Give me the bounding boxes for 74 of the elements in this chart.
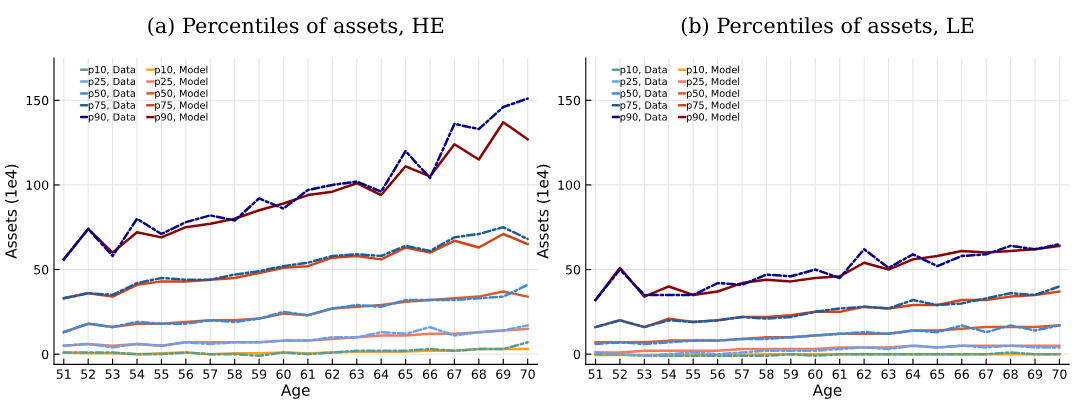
y-axis-title: Assets (1e4) xyxy=(4,164,19,259)
y-tick-label: 100 xyxy=(558,180,581,190)
x-tick-label: 66 xyxy=(954,369,969,379)
x-tick-label: 64 xyxy=(905,369,921,379)
legend-label: p10, Data xyxy=(620,65,667,76)
x-tick-label: 67 xyxy=(979,369,994,379)
x-tick-label: 52 xyxy=(81,369,95,379)
x-tick-label: 55 xyxy=(686,369,701,379)
legend-label: p25, Model xyxy=(686,77,740,87)
chart-title: (b) Percentiles of assets, LE xyxy=(681,17,974,37)
y-tick-label: 0 xyxy=(573,349,581,360)
legend-label: p10, Model xyxy=(686,65,740,76)
y-tick-label: 150 xyxy=(26,95,49,106)
x-tick-label: 59 xyxy=(252,369,267,379)
x-tick-label: 63 xyxy=(349,369,364,379)
x-tick-label: 51 xyxy=(588,369,603,379)
x-tick-label: 69 xyxy=(1027,369,1043,379)
legend-label: p90, Model xyxy=(686,113,740,123)
x-tick-label: 54 xyxy=(661,369,677,379)
x-tick-label: 66 xyxy=(422,369,438,379)
x-tick-label: 65 xyxy=(930,369,945,379)
x-tick-label: 55 xyxy=(154,369,169,379)
legend-label: p50, Data xyxy=(88,89,135,99)
x-tick-label: 58 xyxy=(227,369,242,379)
legend-label: p10, Model xyxy=(155,65,208,76)
legend-label: p25, Data xyxy=(88,77,135,87)
x-axis-title: Age xyxy=(812,384,842,399)
x-tick-label: 54 xyxy=(130,369,145,379)
legend-label: p75, Model xyxy=(686,101,740,111)
legend-label: p50, Data xyxy=(620,89,667,99)
y-tick-label: 150 xyxy=(558,95,581,106)
legend-label: p75, Data xyxy=(88,101,135,111)
chart-title: (a) Percentiles of assets, HE xyxy=(148,17,444,37)
x-tick-label: 62 xyxy=(325,369,340,379)
legend-label: p75, Data xyxy=(620,101,667,111)
x-tick-label: 60 xyxy=(276,369,291,379)
x-tick-label: 70 xyxy=(520,369,535,379)
x-tick-label: 60 xyxy=(808,369,823,379)
x-tick-label: 68 xyxy=(471,369,486,379)
y-tick-label: 100 xyxy=(26,180,49,190)
x-tick-label: 61 xyxy=(300,369,315,379)
legend-label: p10, Data xyxy=(88,65,135,76)
legend-label: p90, Data xyxy=(88,113,135,123)
x-tick-label: 58 xyxy=(759,369,774,379)
legend-label: p90, Model xyxy=(155,113,208,123)
y-axis-title: Assets (1e4) xyxy=(536,164,551,259)
x-tick-label: 64 xyxy=(374,369,389,379)
legend-label: p50, Model xyxy=(155,89,208,99)
y-tick-label: 50 xyxy=(565,265,581,275)
x-tick-label: 63 xyxy=(881,369,896,379)
x-tick-label: 61 xyxy=(832,369,847,379)
legend-label: p25, Data xyxy=(620,77,667,87)
x-tick-label: 56 xyxy=(178,369,194,379)
legend-label: p75, Model xyxy=(155,101,208,111)
x-tick-label: 59 xyxy=(783,369,798,379)
x-tick-label: 70 xyxy=(1052,369,1067,379)
legend-label: p90, Data xyxy=(620,113,667,123)
x-tick-label: 52 xyxy=(612,369,627,379)
x-tick-label: 53 xyxy=(105,369,120,379)
x-tick-label: 57 xyxy=(203,369,218,379)
x-tick-label: 57 xyxy=(735,369,749,379)
legend-label: p50, Model xyxy=(686,89,740,99)
x-tick-label: 51 xyxy=(56,369,71,379)
y-tick-label: 0 xyxy=(42,349,49,360)
legend-label: p25, Model xyxy=(155,77,208,87)
x-tick-label: 68 xyxy=(1003,369,1018,379)
x-tick-label: 69 xyxy=(496,369,511,379)
x-axis-title: Age xyxy=(281,384,310,399)
x-tick-label: 53 xyxy=(637,369,652,379)
x-tick-label: 62 xyxy=(857,369,871,379)
x-tick-label: 67 xyxy=(447,369,462,379)
x-tick-label: 56 xyxy=(710,369,725,379)
y-tick-label: 50 xyxy=(34,265,49,275)
x-tick-label: 65 xyxy=(398,369,413,379)
